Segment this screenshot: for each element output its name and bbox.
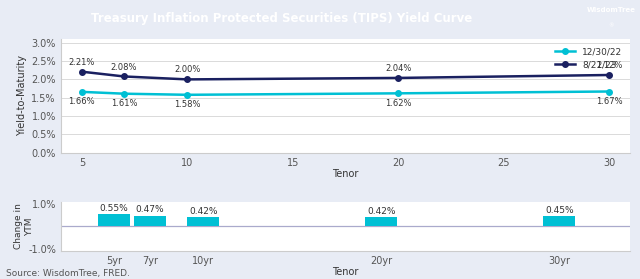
Text: 2.00%: 2.00%: [174, 66, 200, 74]
Text: 0.55%: 0.55%: [100, 204, 129, 213]
Y-axis label: Yield-to-Maturity: Yield-to-Maturity: [17, 56, 27, 136]
Text: 0.42%: 0.42%: [189, 207, 218, 216]
Legend: 12/30/22, 8/21/23: 12/30/22, 8/21/23: [552, 44, 626, 74]
Text: 0.47%: 0.47%: [136, 205, 164, 215]
Text: 2.08%: 2.08%: [111, 62, 138, 71]
Bar: [98, 214, 130, 226]
Bar: [543, 216, 575, 226]
Text: Source: WisdomTree, FRED.: Source: WisdomTree, FRED.: [6, 269, 131, 278]
Bar: [365, 217, 397, 226]
Bar: [187, 217, 220, 226]
Text: 2.21%: 2.21%: [68, 58, 95, 67]
Text: ®: ®: [609, 24, 614, 29]
Text: 1.67%: 1.67%: [596, 97, 623, 106]
X-axis label: Tenor: Tenor: [332, 267, 359, 277]
Text: 2.04%: 2.04%: [385, 64, 412, 73]
Text: WisdomTree: WisdomTree: [587, 7, 636, 13]
Text: 1.62%: 1.62%: [385, 99, 412, 108]
Text: 0.42%: 0.42%: [367, 207, 396, 216]
Bar: [134, 216, 166, 226]
Text: 1.61%: 1.61%: [111, 99, 138, 108]
Y-axis label: Change in
YTM: Change in YTM: [14, 203, 33, 249]
Text: 1.58%: 1.58%: [174, 100, 200, 109]
Text: 0.45%: 0.45%: [545, 206, 573, 215]
X-axis label: Tenor: Tenor: [332, 169, 359, 179]
Text: 2.12%: 2.12%: [596, 61, 623, 70]
Text: 1.66%: 1.66%: [68, 97, 95, 106]
Text: Treasury Inflation Protected Securities (TIPS) Yield Curve: Treasury Inflation Protected Securities …: [91, 12, 472, 25]
